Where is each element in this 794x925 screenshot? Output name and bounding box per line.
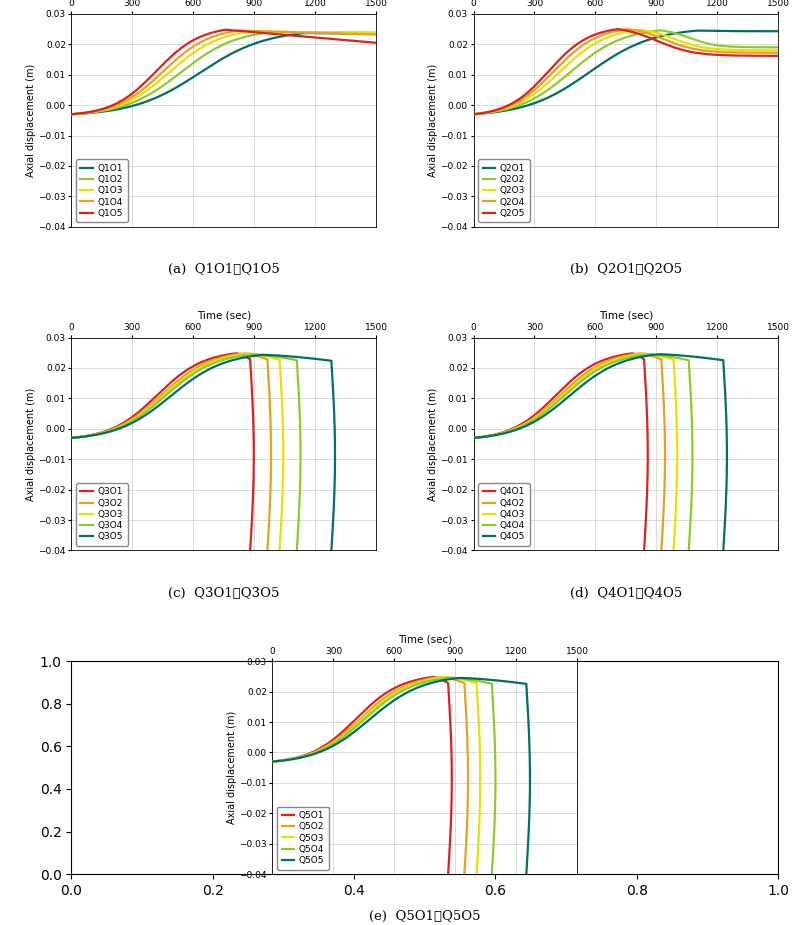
Legend: Q3O1, Q3O2, Q3O3, Q3O4, Q3O5: Q3O1, Q3O2, Q3O3, Q3O4, Q3O5 (76, 483, 128, 546)
Y-axis label: Axial displacement (m): Axial displacement (m) (427, 64, 437, 177)
Legend: Q5O1, Q5O2, Q5O3, Q5O4, Q5O5: Q5O1, Q5O2, Q5O3, Q5O4, Q5O5 (277, 807, 329, 870)
Legend: Q4O1, Q4O2, Q4O3, Q4O4, Q4O5: Q4O1, Q4O2, Q4O3, Q4O4, Q4O5 (478, 483, 530, 546)
Y-axis label: Axial displacement (m): Axial displacement (m) (427, 388, 437, 500)
X-axis label: Time (sec): Time (sec) (197, 311, 251, 321)
Y-axis label: Axial displacement (m): Axial displacement (m) (25, 64, 36, 177)
X-axis label: Time (sec): Time (sec) (599, 311, 653, 321)
Text: (b)  Q2O1～Q2O5: (b) Q2O1～Q2O5 (570, 263, 682, 276)
Legend: Q1O1, Q1O2, Q1O3, Q1O4, Q1O5: Q1O1, Q1O2, Q1O3, Q1O4, Q1O5 (76, 159, 128, 222)
Y-axis label: Axial displacement (m): Axial displacement (m) (25, 388, 36, 500)
X-axis label: Time (sec): Time (sec) (398, 635, 452, 645)
Legend: Q2O1, Q2O2, Q2O3, Q2O4, Q2O5: Q2O1, Q2O2, Q2O3, Q2O4, Q2O5 (478, 159, 530, 222)
Y-axis label: Axial displacement (m): Axial displacement (m) (226, 711, 237, 824)
Text: (c)  Q3O1～Q3O5: (c) Q3O1～Q3O5 (168, 586, 279, 599)
Text: (a)  Q1O1～Q1O5: (a) Q1O1～Q1O5 (168, 263, 279, 276)
Text: (e)  Q5O1～Q5O5: (e) Q5O1～Q5O5 (369, 910, 480, 923)
Text: (d)  Q4O1～Q4O5: (d) Q4O1～Q4O5 (570, 586, 682, 599)
